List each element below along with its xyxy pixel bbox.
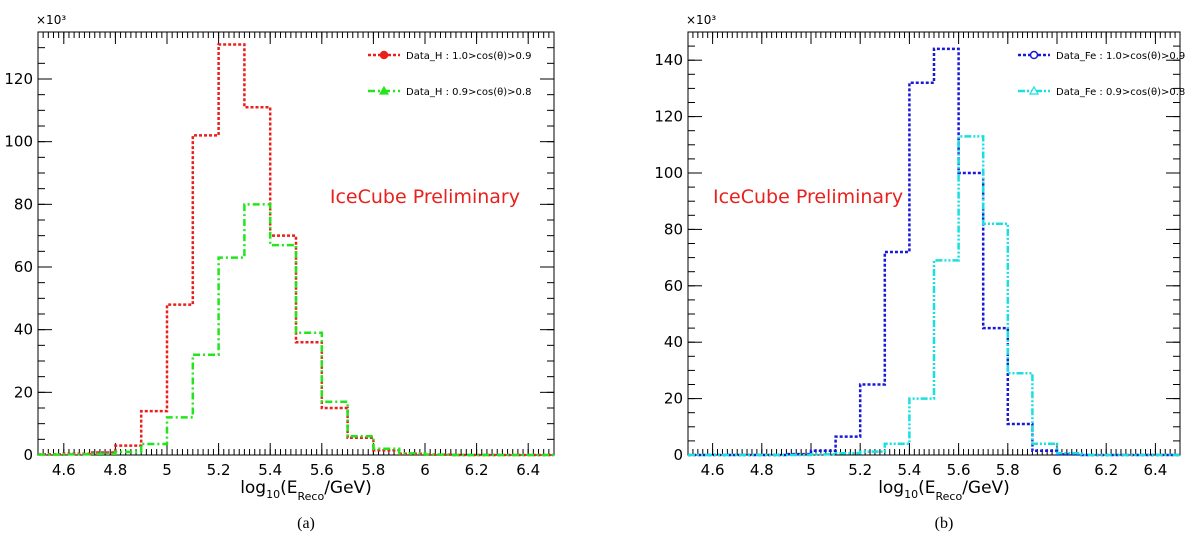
legend-label: Data_H : 1.0>cos(θ)>0.9 bbox=[406, 51, 531, 62]
x-tick-label: 4.8 bbox=[750, 461, 774, 479]
y-tick-labels: 0 20 40 60 80 100 120 140 bbox=[654, 51, 683, 464]
legend-marker bbox=[378, 85, 390, 95]
series-line-1 bbox=[688, 135, 1180, 457]
x-tick-label: 5.6 bbox=[310, 461, 334, 479]
x-tick-label: 5.4 bbox=[258, 461, 282, 479]
panel-caption: (b) bbox=[935, 515, 954, 532]
y-tick-labels: 0 20 40 60 80 100 120 bbox=[4, 70, 33, 464]
series-line-1 bbox=[38, 203, 554, 457]
x-tick-label: 6.2 bbox=[465, 461, 489, 479]
y-tick-label: 120 bbox=[654, 108, 683, 126]
y-tick-label: 20 bbox=[14, 383, 33, 401]
legend: Data_Fe : 1.0>cos(θ)>0.9 Data_Fe : 0.9>co… bbox=[1018, 50, 1185, 98]
axis-ticks bbox=[687, 31, 1181, 456]
axis-ticks bbox=[37, 31, 555, 456]
x-tick-label: 4.6 bbox=[701, 461, 725, 479]
y-tick-label: 40 bbox=[664, 333, 683, 351]
y-tick-label: 140 bbox=[654, 51, 683, 69]
y-tick-label: 20 bbox=[664, 390, 683, 408]
x-tick-label: 5 bbox=[162, 461, 172, 479]
x-tick-label: 5.8 bbox=[361, 461, 385, 479]
y-exponent-label: ×10³ bbox=[36, 13, 66, 27]
x-tick-label: 5.8 bbox=[996, 461, 1020, 479]
legend-label: Data_Fe : 1.0>cos(θ)>0.9 bbox=[1056, 51, 1185, 62]
x-tick-label: 5.2 bbox=[848, 461, 872, 479]
series-layer bbox=[38, 43, 554, 457]
y-tick-label: 60 bbox=[14, 258, 33, 276]
y-tick-label: 120 bbox=[4, 70, 33, 88]
x-tick-labels: 4.6 4.8 5 5.2 5.4 5.6 5.8 6 6.2 6.4 bbox=[52, 461, 540, 479]
x-axis-title: log10(EReco/GeV) bbox=[878, 478, 1010, 503]
y-tick-label: 60 bbox=[664, 277, 683, 295]
x-tick-label: 5.4 bbox=[897, 461, 921, 479]
y-tick-label: 40 bbox=[14, 321, 33, 339]
y-tick-label: 80 bbox=[14, 195, 33, 213]
x-tick-label: 5.6 bbox=[947, 461, 971, 479]
x-tick-label: 5 bbox=[806, 461, 816, 479]
chart-annotation: IceCube Preliminary bbox=[713, 186, 903, 208]
x-tick-labels: 4.6 4.8 5 5.2 5.4 5.6 5.8 6 6.2 6.4 bbox=[701, 461, 1168, 479]
legend-label: Data_H : 0.9>cos(θ)>0.8 bbox=[406, 87, 531, 98]
legend-marker bbox=[379, 50, 389, 60]
x-tick-label: 6 bbox=[420, 461, 430, 479]
y-tick-label: 0 bbox=[23, 446, 33, 464]
x-tick-label: 4.8 bbox=[103, 461, 127, 479]
x-tick-label: 6 bbox=[1052, 461, 1062, 479]
y-exponent-label: ×10³ bbox=[686, 13, 716, 27]
series-layer bbox=[688, 47, 1180, 457]
y-tick-label: 0 bbox=[673, 446, 683, 464]
chart-panel-b: 4.6 4.8 5 5.2 5.4 5.6 5.8 6 6.2 6.4 0 20 40 60 80 100 1… bbox=[654, 13, 1185, 532]
x-tick-label: 5.2 bbox=[207, 461, 231, 479]
y-tick-label: 80 bbox=[664, 220, 683, 238]
chart-annotation: IceCube Preliminary bbox=[330, 186, 520, 208]
x-tick-label: 4.6 bbox=[52, 461, 76, 479]
legend-marker bbox=[1029, 50, 1039, 60]
chart-panel-a: 4.6 4.8 5 5.2 5.4 5.6 5.8 6 6.2 6.4 0 20 40 60 80 100 1… bbox=[4, 13, 555, 532]
series-line-0 bbox=[38, 43, 554, 457]
x-tick-label: 6.4 bbox=[1143, 461, 1167, 479]
x-tick-label: 6.4 bbox=[516, 461, 540, 479]
x-axis-title: log10(EReco/GeV) bbox=[240, 478, 372, 503]
x-tick-label: 6.2 bbox=[1094, 461, 1118, 479]
y-tick-label: 100 bbox=[654, 164, 683, 182]
y-tick-label: 100 bbox=[4, 133, 33, 151]
legend-label: Data_Fe : 0.9>cos(θ)>0.8 bbox=[1056, 87, 1185, 98]
panel-caption: (a) bbox=[297, 515, 315, 532]
legend-marker bbox=[1028, 85, 1040, 95]
legend: Data_H : 1.0>cos(θ)>0.9 Data_H : 0.9>cos(… bbox=[368, 50, 531, 98]
